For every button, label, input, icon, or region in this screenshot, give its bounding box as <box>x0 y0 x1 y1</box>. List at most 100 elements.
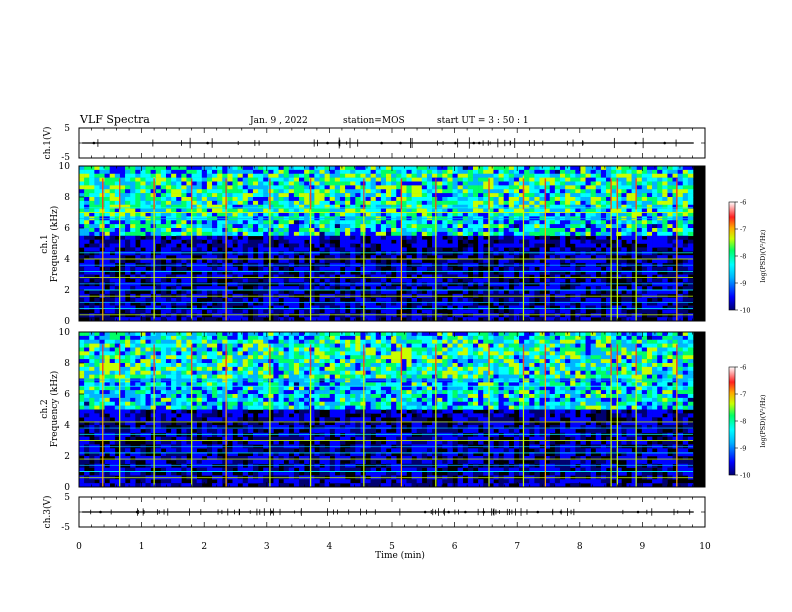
spectrogram-cell <box>345 235 351 240</box>
spectrogram-cell <box>94 166 100 171</box>
spectrogram-cell <box>375 235 382 240</box>
spectrogram-cell <box>652 297 658 302</box>
spectrogram-cell <box>386 200 392 206</box>
spectrogram-cell <box>585 317 591 322</box>
spectrogram-cell <box>212 297 218 302</box>
spectrogram-cell <box>206 235 213 240</box>
spectrogram-cell <box>380 239 387 244</box>
spectrogram-cell <box>232 189 238 194</box>
spectrogram-cell <box>201 278 208 283</box>
spectrogram-cell <box>411 317 417 322</box>
spectrogram-cell <box>135 204 141 209</box>
spectrogram-cell <box>191 355 197 360</box>
spectrogram-cell <box>421 313 428 318</box>
spectrogram-cell <box>319 247 325 252</box>
spectrogram-cell <box>104 305 110 310</box>
spectrogram-cell <box>508 251 515 256</box>
spectrogram-cell <box>125 247 131 252</box>
spectrogram-cell <box>437 243 443 248</box>
spectrogram-cell <box>426 169 433 175</box>
spectrogram-cell <box>314 313 320 318</box>
spectrogram-cell <box>687 247 694 252</box>
spectrogram-cell <box>319 347 325 352</box>
spectrogram-cell <box>559 243 566 248</box>
spectrogram-cell <box>406 343 412 348</box>
spectrogram-cell <box>150 239 157 244</box>
spectrogram-cell <box>196 347 203 352</box>
spectrogram-cell <box>314 224 320 229</box>
spectrogram-cell <box>677 297 684 302</box>
spectrogram-cell <box>426 212 433 217</box>
spectrogram-cell <box>416 339 423 344</box>
spectrogram-cell <box>181 204 187 209</box>
spectrogram-cell <box>293 347 300 352</box>
spectrogram-cell <box>360 266 366 271</box>
spectrogram-cell <box>539 169 545 175</box>
spectrogram-cell <box>457 220 464 225</box>
spectrogram-cell <box>263 266 269 271</box>
spectrogram-cell <box>432 235 438 240</box>
spectrogram-cell <box>657 282 663 287</box>
spectrogram-cell <box>309 332 315 337</box>
spectrogram-cell <box>273 189 279 194</box>
spectrogram-cell <box>125 189 131 194</box>
spectrogram-cell <box>314 278 320 283</box>
spectrogram-cell <box>539 239 545 244</box>
spectrogram-cell <box>508 239 515 244</box>
spectrogram-cell <box>370 266 377 271</box>
spectrogram-cell <box>206 189 213 194</box>
spectrogram-cell <box>472 193 479 198</box>
spectrogram-cell <box>314 339 320 344</box>
spectrogram-cell <box>79 204 85 209</box>
spectrogram-cell <box>171 200 177 206</box>
spectrogram-cell <box>549 212 556 217</box>
spectrogram-cell <box>140 208 146 213</box>
spectrogram-cell <box>181 355 187 360</box>
spectrogram-cell <box>534 228 540 233</box>
spectrogram-cell <box>339 251 346 256</box>
spectrogram-cell <box>227 197 233 202</box>
spectrogram-cell <box>165 301 172 306</box>
spectrogram-cell <box>186 181 192 186</box>
spectrogram-cell <box>212 173 218 178</box>
spectrogram-cell <box>370 259 377 264</box>
spectrogram-cell <box>104 208 110 213</box>
spectrogram-cell <box>252 335 259 341</box>
spectrogram-cell <box>350 173 356 178</box>
spectrogram-cell <box>360 332 366 337</box>
spectrogram-cell <box>585 197 591 202</box>
spectrogram-cell <box>339 169 346 175</box>
spectrogram-cell <box>155 332 162 337</box>
spectrogram-cell <box>565 317 571 322</box>
spectrogram-cell <box>283 317 290 322</box>
spectrogram-cell <box>606 266 612 271</box>
spectrogram-cell <box>299 270 305 275</box>
spectrogram-cell <box>621 347 627 352</box>
spectrogram-cell <box>206 173 213 178</box>
spectrogram-cell <box>529 286 535 291</box>
spectrogram-cell <box>611 259 617 264</box>
spectrogram-cell <box>590 286 597 291</box>
spectrogram-cell <box>600 347 607 352</box>
spectrogram-cell <box>237 347 244 352</box>
spectrogram-cell <box>89 305 95 310</box>
spectrogram-cell <box>273 212 279 217</box>
spectrogram-cell <box>498 282 504 287</box>
spectrogram-cell <box>575 332 581 337</box>
spectrogram-cell <box>467 305 474 310</box>
spectrogram-cell <box>309 255 315 260</box>
spectrogram-cell <box>252 243 259 248</box>
spectrogram-cell <box>196 204 203 209</box>
spectrogram-cell <box>79 339 85 344</box>
spectrogram-cell <box>94 204 100 209</box>
spectrogram-cell <box>452 317 458 322</box>
spectrogram-cell <box>84 173 90 178</box>
spectrogram-cell <box>140 212 146 217</box>
spectrogram-cell <box>447 251 453 256</box>
spectrogram-cell <box>467 335 474 341</box>
spectrogram-cell <box>329 274 336 279</box>
spectrogram-cell <box>155 208 162 213</box>
spectrogram-cell <box>508 335 515 341</box>
spectrogram-cell <box>677 208 684 213</box>
spectrogram-cell <box>258 220 264 225</box>
